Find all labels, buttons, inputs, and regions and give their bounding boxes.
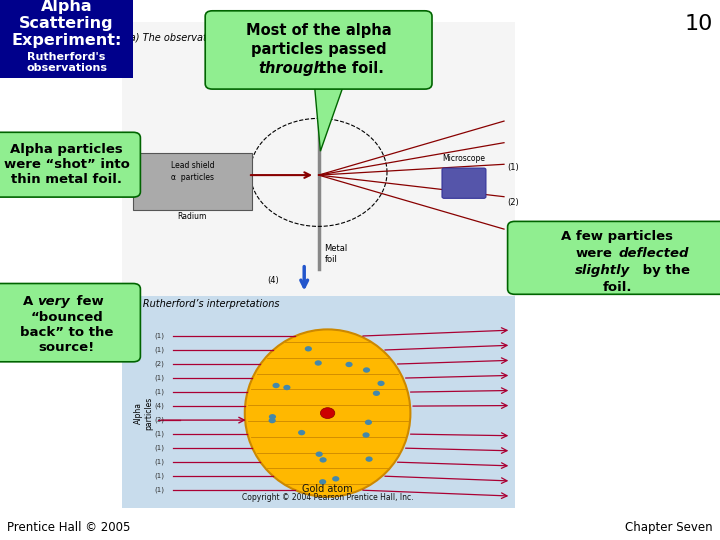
Circle shape [362, 433, 369, 438]
FancyBboxPatch shape [0, 132, 140, 197]
Text: particles passed: particles passed [251, 43, 387, 57]
FancyBboxPatch shape [0, 284, 140, 362]
FancyBboxPatch shape [0, 0, 133, 78]
Circle shape [305, 346, 312, 352]
FancyBboxPatch shape [122, 296, 515, 508]
Text: the foil.: the foil. [314, 62, 384, 77]
Text: slightly: slightly [575, 264, 631, 277]
Text: source!: source! [38, 341, 95, 354]
Text: through: through [258, 62, 324, 77]
Text: (1): (1) [154, 459, 164, 465]
FancyBboxPatch shape [122, 22, 515, 296]
Text: (3): (3) [154, 417, 164, 423]
Text: Chapter Seven: Chapter Seven [625, 521, 713, 534]
Text: very: very [37, 295, 70, 308]
Circle shape [283, 385, 290, 390]
Text: α  particles: α particles [171, 173, 214, 183]
Circle shape [315, 451, 323, 457]
Text: (3): (3) [390, 28, 401, 37]
Text: A few particles: A few particles [562, 230, 673, 244]
Circle shape [319, 479, 326, 484]
FancyBboxPatch shape [442, 168, 486, 198]
Text: (1): (1) [154, 375, 164, 381]
FancyBboxPatch shape [133, 153, 251, 210]
Text: Alpha
Scattering
Experiment:: Alpha Scattering Experiment: [12, 0, 122, 49]
Polygon shape [315, 84, 344, 151]
Text: (1): (1) [508, 163, 519, 172]
Text: (1): (1) [154, 347, 164, 353]
FancyBboxPatch shape [205, 11, 432, 89]
Text: Lead shield: Lead shield [171, 160, 214, 170]
Text: (1): (1) [154, 473, 164, 480]
Text: Prentice Hall © 2005: Prentice Hall © 2005 [7, 521, 130, 534]
Text: (1): (1) [154, 487, 164, 494]
Text: few: few [72, 295, 104, 308]
Text: (b) Rutherford’s interpretations: (b) Rutherford’s interpretations [126, 299, 279, 309]
Text: by the: by the [638, 264, 690, 277]
Text: (1): (1) [154, 389, 164, 395]
Text: Copyright © 2004 Pearson Prentice Hall, Inc.: Copyright © 2004 Pearson Prentice Hall, … [242, 493, 413, 502]
Text: Most of the alpha: Most of the alpha [246, 23, 392, 38]
Circle shape [269, 418, 276, 423]
Text: (1): (1) [154, 333, 164, 339]
Circle shape [377, 381, 384, 386]
Circle shape [365, 420, 372, 425]
Circle shape [346, 362, 353, 367]
Text: foil.: foil. [603, 281, 632, 294]
Text: 10: 10 [685, 14, 713, 33]
Text: Rutherford's
observations: Rutherford's observations [26, 52, 107, 73]
Text: (1): (1) [154, 445, 164, 451]
Text: Alpha
particles: Alpha particles [135, 396, 153, 430]
Text: (4): (4) [268, 276, 279, 285]
Circle shape [320, 457, 327, 463]
Text: (2): (2) [508, 198, 519, 207]
Circle shape [272, 383, 279, 388]
Text: were: were [576, 247, 613, 260]
Circle shape [298, 430, 305, 435]
Text: Microscope: Microscope [442, 154, 485, 163]
Text: (a) The observations: (a) The observations [126, 32, 227, 43]
Text: Alpha particles
were “shot” into
thin metal foil.: Alpha particles were “shot” into thin me… [4, 143, 130, 186]
Circle shape [363, 367, 370, 373]
Text: back” to the: back” to the [20, 326, 113, 339]
Text: (1): (1) [154, 431, 164, 437]
Circle shape [269, 414, 276, 420]
Text: Gold atom: Gold atom [302, 484, 353, 494]
Text: A: A [23, 295, 34, 308]
Text: Metal
foil: Metal foil [324, 245, 348, 264]
Text: (2): (2) [154, 361, 164, 367]
Circle shape [373, 390, 380, 396]
Text: “bounced: “bounced [30, 310, 103, 323]
Ellipse shape [245, 329, 410, 497]
FancyBboxPatch shape [508, 221, 720, 294]
Text: (4): (4) [154, 403, 164, 409]
Circle shape [332, 476, 339, 482]
Circle shape [366, 456, 373, 462]
Circle shape [320, 408, 335, 418]
Circle shape [315, 360, 322, 366]
Text: deflected: deflected [618, 247, 688, 260]
Text: Radium: Radium [178, 212, 207, 221]
